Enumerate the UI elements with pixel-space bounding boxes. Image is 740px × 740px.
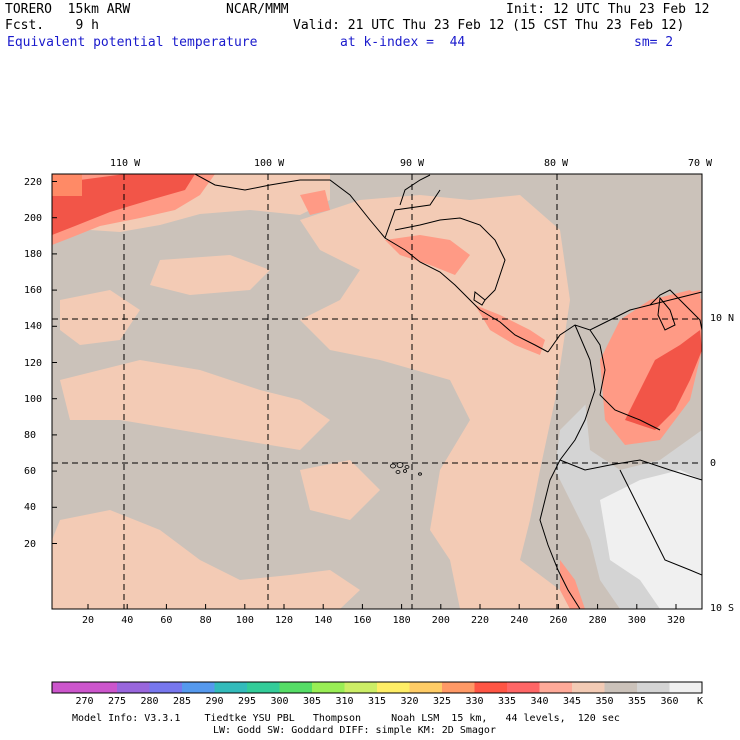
- y-tick-label: 120: [24, 358, 42, 369]
- colorbar-swatch: [52, 682, 85, 693]
- y-tick-label: 80: [24, 430, 36, 441]
- nw-corner-orange: [52, 174, 82, 196]
- y-tick-label: 100: [24, 394, 42, 405]
- colorbar-label: 300: [271, 696, 289, 707]
- x-tick-label: 240: [510, 615, 528, 626]
- colorbar-swatch: [247, 682, 280, 693]
- colorbar-swatch: [117, 682, 150, 693]
- colorbar-swatch: [540, 682, 573, 693]
- lat-label-0: 0: [710, 458, 716, 469]
- model-info-line1: Model Info: V3.3.1 Tiedtke YSU PBL Thomp…: [72, 713, 620, 724]
- x-tick-label: 220: [471, 615, 489, 626]
- x-tick-label: 260: [549, 615, 567, 626]
- x-tick-label: 20: [82, 615, 94, 626]
- x-tick-label: 300: [628, 615, 646, 626]
- colorbar-swatch: [182, 682, 215, 693]
- x-tick-label: 160: [353, 615, 371, 626]
- colorbar-swatch: [377, 682, 410, 693]
- colorbar-swatch: [345, 682, 378, 693]
- colorbar-swatch: [637, 682, 670, 693]
- x-tick-label: 320: [667, 615, 685, 626]
- lon-label-90w: 90 W: [400, 158, 424, 169]
- x-tick-label: 120: [275, 615, 293, 626]
- lat-label-10n: 10 N: [710, 313, 734, 324]
- colorbar-label: 325: [433, 696, 451, 707]
- y-tick-label: 180: [24, 249, 42, 260]
- colorbar-label: 290: [206, 696, 224, 707]
- colorbar-label: 295: [238, 696, 256, 707]
- colorbar: [52, 682, 703, 693]
- colorbar-unit: K: [697, 696, 703, 707]
- colorbar-label: 310: [336, 696, 354, 707]
- y-tick-label: 20: [24, 539, 36, 550]
- colorbar-label: 355: [628, 696, 646, 707]
- field-layer: [52, 174, 702, 609]
- colorbar-swatch: [507, 682, 540, 693]
- lon-label-100w: 100 W: [254, 158, 284, 169]
- y-tick-label: 160: [24, 285, 42, 296]
- x-tick-label: 100: [236, 615, 254, 626]
- colorbar-swatch: [280, 682, 313, 693]
- colorbar-label: 315: [368, 696, 386, 707]
- model-info-line2: LW: Godd SW: Goddard DIFF: simple KM: 2D…: [213, 725, 496, 736]
- x-tick-label: 80: [200, 615, 212, 626]
- lon-label-70w: 70 W: [688, 158, 712, 169]
- x-tick-label: 280: [589, 615, 607, 626]
- colorbar-swatch: [670, 682, 703, 693]
- colorbar-swatch: [312, 682, 345, 693]
- colorbar-label: 350: [596, 696, 614, 707]
- x-tick-label: 140: [314, 615, 332, 626]
- colorbar-swatch: [442, 682, 475, 693]
- y-tick-label: 60: [24, 466, 36, 477]
- colorbar-swatch: [85, 682, 118, 693]
- x-tick-label: 200: [432, 615, 450, 626]
- map-figure: [0, 0, 740, 740]
- lon-label-80w: 80 W: [544, 158, 568, 169]
- colorbar-label: 280: [141, 696, 159, 707]
- colorbar-label: 330: [466, 696, 484, 707]
- x-tick-label: 60: [160, 615, 172, 626]
- colorbar-label: 335: [498, 696, 516, 707]
- colorbar-swatch: [572, 682, 605, 693]
- colorbar-swatch: [150, 682, 183, 693]
- colorbar-label: 285: [173, 696, 191, 707]
- y-tick-label: 200: [24, 213, 42, 224]
- colorbar-swatch: [215, 682, 248, 693]
- colorbar-label: 270: [76, 696, 94, 707]
- y-tick-label: 40: [24, 502, 36, 513]
- colorbar-label: 360: [661, 696, 679, 707]
- colorbar-label: 340: [531, 696, 549, 707]
- colorbar-swatch: [410, 682, 443, 693]
- colorbar-label: 345: [563, 696, 581, 707]
- y-tick-label: 140: [24, 321, 42, 332]
- colorbar-swatch: [605, 682, 638, 693]
- colorbar-label: 320: [401, 696, 419, 707]
- y-tick-label: 220: [24, 177, 42, 188]
- lat-label-10s: 10 S: [710, 603, 734, 614]
- x-tick-label: 40: [121, 615, 133, 626]
- colorbar-label: 275: [108, 696, 126, 707]
- colorbar-label: 305: [303, 696, 321, 707]
- colorbar-swatch: [475, 682, 508, 693]
- x-tick-label: 180: [393, 615, 411, 626]
- lon-label-110w: 110 W: [110, 158, 140, 169]
